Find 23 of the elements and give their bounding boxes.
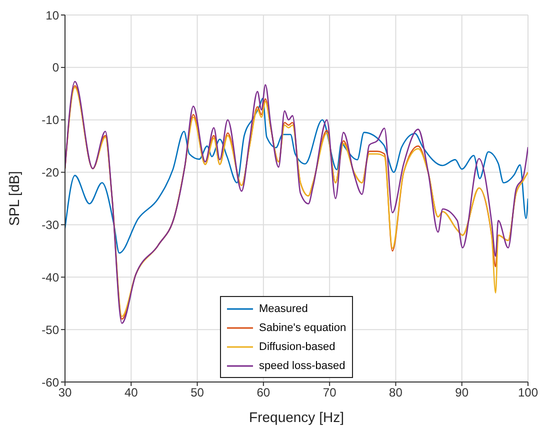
y-tick-label: 10 xyxy=(46,8,60,22)
legend-label: speed loss-based xyxy=(259,360,346,372)
legend-label: Measured xyxy=(259,302,308,314)
y-tick-label: -60 xyxy=(42,375,60,390)
x-tick-label: 50 xyxy=(190,386,204,400)
y-tick-label: -50 xyxy=(42,322,60,337)
x-tick-label: 90 xyxy=(455,386,469,400)
y-tick-label: -10 xyxy=(42,113,60,128)
x-tick-label: 30 xyxy=(58,386,72,400)
x-tick-label: 40 xyxy=(124,386,138,400)
legend-label: Diffusion-based xyxy=(259,340,336,352)
y-tick-label: 0 xyxy=(52,60,60,75)
y-axis-title: SPL [dB] xyxy=(6,171,22,226)
line-series xyxy=(65,98,528,254)
x-tick-label: 80 xyxy=(389,386,403,400)
y-tick-label: -40 xyxy=(42,270,60,284)
x-tick-label: 60 xyxy=(256,386,270,400)
x-tick-label: 70 xyxy=(322,386,337,400)
x-axis-title: Frequency [Hz] xyxy=(249,409,344,425)
legend-label: Sabine's equation xyxy=(259,322,346,334)
y-tick-label: -20 xyxy=(42,166,60,180)
y-tick-label: -30 xyxy=(42,218,60,232)
x-tick-label: 100 xyxy=(518,386,538,400)
